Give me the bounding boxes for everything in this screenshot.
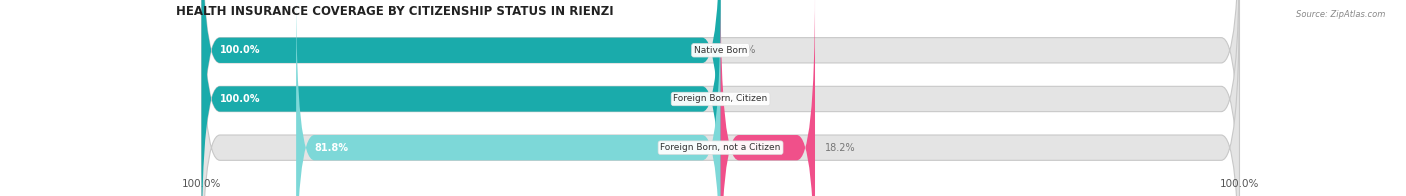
FancyBboxPatch shape <box>201 0 1240 196</box>
Text: HEALTH INSURANCE COVERAGE BY CITIZENSHIP STATUS IN RIENZI: HEALTH INSURANCE COVERAGE BY CITIZENSHIP… <box>176 5 613 18</box>
Text: 0.0%: 0.0% <box>731 94 755 104</box>
FancyBboxPatch shape <box>201 0 721 196</box>
Text: Foreign Born, Citizen: Foreign Born, Citizen <box>673 94 768 103</box>
FancyBboxPatch shape <box>201 0 1240 196</box>
FancyBboxPatch shape <box>201 0 1240 196</box>
Legend: With Coverage, Without Coverage: With Coverage, Without Coverage <box>616 194 825 196</box>
FancyBboxPatch shape <box>201 0 721 196</box>
Text: Source: ZipAtlas.com: Source: ZipAtlas.com <box>1295 10 1385 19</box>
Text: 0.0%: 0.0% <box>731 45 755 55</box>
Text: 100.0%: 100.0% <box>219 94 260 104</box>
Text: 100.0%: 100.0% <box>219 45 260 55</box>
FancyBboxPatch shape <box>721 0 815 196</box>
Text: Foreign Born, not a Citizen: Foreign Born, not a Citizen <box>661 143 780 152</box>
Text: 18.2%: 18.2% <box>825 143 856 153</box>
FancyBboxPatch shape <box>297 0 721 196</box>
Text: Native Born: Native Born <box>695 46 747 55</box>
Text: 81.8%: 81.8% <box>315 143 349 153</box>
